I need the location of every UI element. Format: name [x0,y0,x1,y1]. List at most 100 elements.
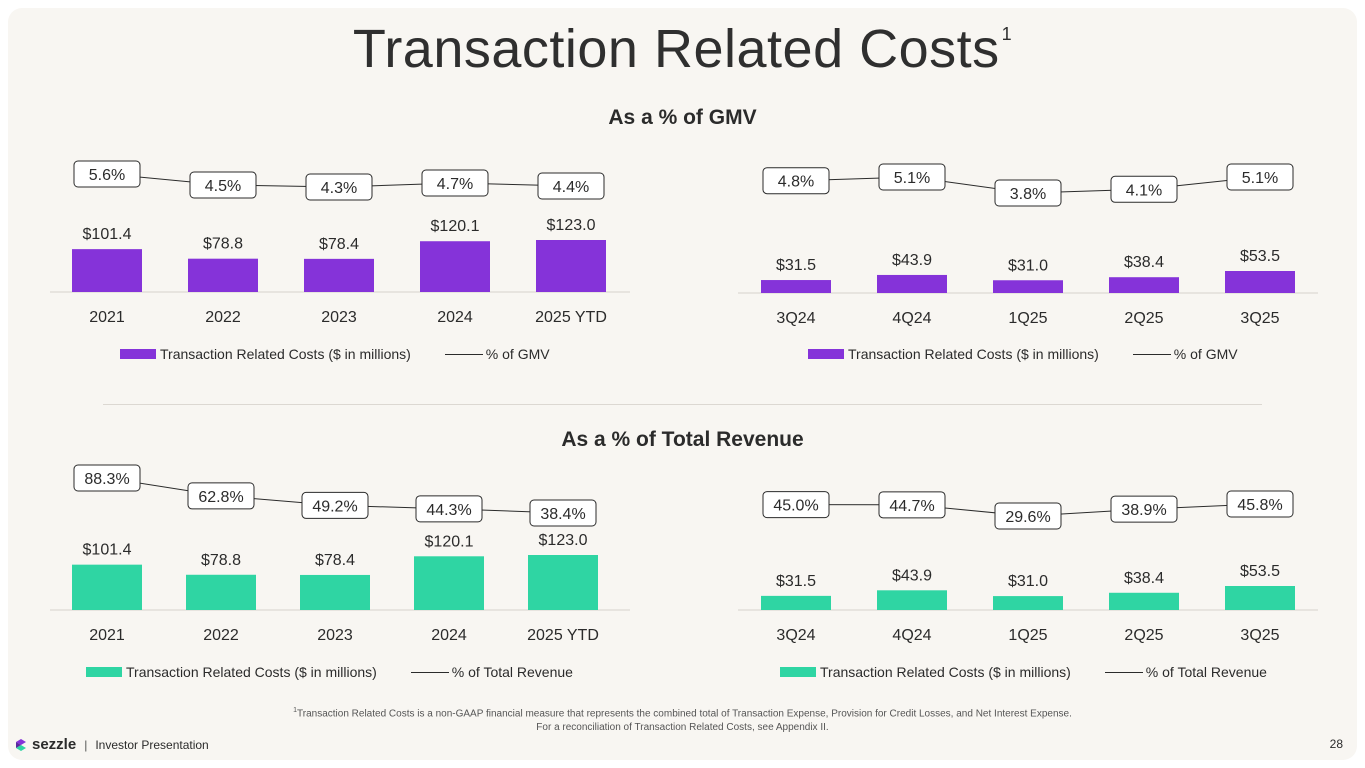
legend-bar-label: Transaction Related Costs ($ in millions… [126,664,377,680]
chart-gmv-annual: $101.4 2021 $78.8 2022 $78.4 2023 $120.1 2024 $1… [50,160,630,326]
x-tick-label: 2021 [89,309,125,326]
pct-callout-box [1110,495,1178,523]
x-tick-label: 2024 [437,309,473,326]
legend-line-label: % of Total Revenue [1145,664,1267,680]
chart-revenue-annual: $101.4 2021 $78.8 2022 $78.4 2023 $120.1 2024 $1… [50,464,630,644]
bar [72,564,142,610]
legend-line-key [1132,353,1171,355]
x-tick-label: 2023 [317,627,353,644]
bar-value-label: $43.9 [892,567,932,584]
bar [1109,277,1179,293]
bar [1225,271,1295,293]
pct-callout-box [537,172,605,200]
legend-gmv-annual: Transaction Related Costs ($ in millions… [120,346,550,362]
pct-callout-box [762,491,830,519]
x-tick-label: 2021 [89,627,125,644]
legend-bar-swatch [808,349,844,359]
pct-callout-box [994,502,1062,530]
pct-label: 38.4% [540,506,585,523]
pct-callout-box [762,167,830,195]
pct-label: 4.4% [553,179,589,196]
x-tick-label: 2025 YTD [527,627,599,644]
pct-label: 5.1% [894,170,930,187]
x-tick-label: 3Q25 [1240,310,1279,327]
legend-bar-label: Transaction Related Costs ($ in millions… [848,346,1099,362]
footer-separator: | [84,737,88,752]
bar [414,556,484,610]
bar-value-label: $120.1 [431,218,480,235]
bar-value-label: $53.5 [1240,563,1280,580]
pct-label: 29.6% [1005,509,1050,526]
bar [300,574,370,610]
footnote-text-1: Transaction Related Costs is a non-GAAP … [297,708,1072,720]
bar-value-label: $31.0 [1008,573,1048,590]
pct-callout-box [189,171,257,199]
bar-value-label: $78.8 [201,552,241,569]
footer-label: Investor Presentation [95,737,209,752]
bar-value-label: $78.8 [203,236,243,253]
pct-label: 5.6% [89,167,125,184]
bar [993,280,1063,293]
bar-value-label: $123.0 [547,217,596,234]
pct-label: 45.8% [1237,497,1282,514]
x-tick-label: 3Q25 [1240,627,1279,644]
x-tick-label: 1Q25 [1008,310,1047,327]
pct-callout-box [1226,490,1294,518]
legend-revenue-quarterly: Transaction Related Costs ($ in millions… [780,664,1267,680]
legend-line-key [410,671,449,673]
chart-revenue-quarterly: $31.5 3Q24 $43.9 4Q24 $31.0 1Q25 $38.4 2Q25 $53.… [738,490,1318,644]
pct-callout-box [878,163,946,191]
bar [761,595,831,610]
x-tick-label: 1Q25 [1008,627,1047,644]
page-title: Transaction Related Costs 1 [0,18,1365,80]
legend-line-key [444,353,483,355]
bar-value-label: $53.5 [1240,248,1280,265]
page-number: 28 [1329,737,1343,751]
legend-bar-label: Transaction Related Costs ($ in millions… [160,346,411,362]
legend-line-label: % of GMV [1173,346,1238,362]
pct-callout-box [529,499,597,527]
bar-value-label: $38.4 [1124,254,1164,271]
legend-bar-label: Transaction Related Costs ($ in millions… [820,664,1071,680]
pct-label: 4.7% [437,176,473,193]
pct-label: 44.3% [426,502,471,519]
pct-callout-box [415,495,483,523]
pct-label: 38.9% [1121,502,1166,519]
legend-line-label: % of GMV [485,346,550,362]
footnote: 1Transaction Related Costs is a non-GAAP… [0,704,1365,735]
bar-value-label: $38.4 [1124,570,1164,587]
pct-label: 4.8% [778,174,814,191]
pct-label: 4.1% [1126,182,1162,199]
bar-value-label: $123.0 [539,532,588,549]
pct-callout-box [73,464,141,492]
pct-label: 4.5% [205,178,241,195]
bar [420,241,490,292]
bar-value-label: $78.4 [315,552,355,569]
x-tick-label: 2023 [321,309,357,326]
bar [186,574,256,610]
brand-name: sezzle [32,736,77,753]
x-tick-label: 4Q24 [892,627,931,644]
section-divider [103,404,1262,405]
bar-value-label: $31.5 [776,573,816,590]
bar-value-label: $31.0 [1008,257,1048,274]
slide-background [8,8,1357,760]
legend-bar-swatch [120,349,156,359]
pct-label: 88.3% [84,471,129,488]
pct-label: 5.1% [1242,170,1278,187]
bar-value-label: $101.4 [83,226,132,243]
page-title-text: Transaction Related Costs [352,19,1000,79]
pct-callout-box [994,179,1062,207]
chart-gmv-quarterly: $31.5 3Q24 $43.9 4Q24 $31.0 1Q25 $38.4 2Q25 $53.… [738,163,1318,327]
bar [304,258,374,292]
pct-callout-box [1110,175,1178,203]
sezzle-logo-icon [16,738,26,751]
x-tick-label: 4Q24 [892,310,931,327]
bar [877,274,947,293]
x-tick-label: 2Q25 [1124,627,1163,644]
bar [1109,592,1179,610]
x-tick-label: 2Q25 [1124,310,1163,327]
x-tick-label: 2022 [203,627,239,644]
bar [528,555,598,610]
bar-value-label: $101.4 [83,542,132,559]
